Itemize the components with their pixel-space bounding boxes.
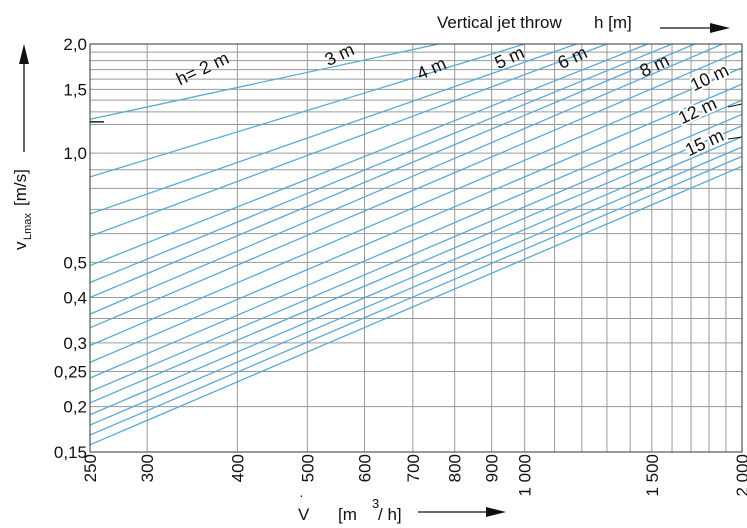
series-line xyxy=(90,44,525,178)
plot-frame xyxy=(89,43,743,453)
series-label: h= 2 m xyxy=(173,48,232,90)
plot-border xyxy=(89,43,743,453)
x-axis-title-main: V xyxy=(298,505,310,524)
top-label-text: Vertical jet throw xyxy=(437,13,562,32)
series-line xyxy=(90,165,742,446)
x-tick-label: 1 000 xyxy=(516,454,535,497)
series-line xyxy=(90,83,742,363)
x-tick-label: 250 xyxy=(81,454,100,482)
x-axis-title-tail: / h] xyxy=(378,505,402,524)
y-axis-arrow-head xyxy=(19,44,29,64)
y-tick-label: 0,2 xyxy=(63,398,87,417)
y-tick-label: 0,15 xyxy=(54,443,87,462)
x-axis-title-dot: · xyxy=(299,487,304,503)
y-tick-label: 1,5 xyxy=(63,80,87,99)
series-label: 12 m xyxy=(675,93,720,128)
y-axis-title: v Lmax [m/s] xyxy=(11,169,34,250)
x-axis-title: V · [m 3 / h] xyxy=(298,487,506,524)
top-label: Vertical jet throw h [m] xyxy=(437,13,730,33)
series-line xyxy=(90,136,742,416)
series-line xyxy=(90,44,577,215)
y-tick-label: 0,5 xyxy=(63,253,87,272)
top-label-var: h [m] xyxy=(594,13,632,32)
series-line xyxy=(90,49,742,329)
x-axis-title-units: [m xyxy=(338,505,357,524)
series-line xyxy=(90,44,673,284)
series-line xyxy=(90,44,439,120)
x-tick-label: 800 xyxy=(446,454,465,482)
series-line xyxy=(90,44,723,315)
x-tick-label: 400 xyxy=(228,454,247,482)
x-tick-label: 500 xyxy=(298,454,317,482)
y-tick-label: 0,25 xyxy=(54,363,87,382)
y-axis-arrow xyxy=(19,44,29,152)
series-line xyxy=(90,44,608,237)
series-line xyxy=(90,67,742,347)
label-leader xyxy=(727,136,743,140)
series-line xyxy=(90,125,742,404)
series-line xyxy=(90,113,742,393)
x-tick-label: 300 xyxy=(138,454,157,482)
x-tick-label: 900 xyxy=(483,454,502,482)
label-leader xyxy=(727,103,743,108)
y-tick-label: 1,0 xyxy=(63,144,87,163)
series-line xyxy=(90,99,742,379)
y-axis-title-main: v xyxy=(11,241,30,250)
y-tick-label: 0,4 xyxy=(63,289,87,308)
y-axis-title-units: [m/s] xyxy=(11,169,30,206)
series-label: 5 m xyxy=(492,42,528,73)
series-line xyxy=(90,155,742,436)
series-layer xyxy=(90,44,742,446)
x-axis-title-exp: 3 xyxy=(372,496,379,511)
grid-layer xyxy=(89,43,743,453)
x-tick-label: 2 000 xyxy=(733,454,747,497)
series-line xyxy=(90,44,695,299)
y-tick-label: 0,3 xyxy=(63,334,87,353)
series-label: 8 m xyxy=(637,50,673,81)
x-tick-label: 600 xyxy=(355,454,374,482)
x-tick-label: 700 xyxy=(404,454,423,482)
y-tick-label: 2,0 xyxy=(63,35,87,54)
top-label-arrow-head xyxy=(710,23,730,33)
series-line xyxy=(90,44,648,267)
tick-label-layer: 0,15 0,2 0,25 0,3 0,4 0,5 1,0 1,5 2,0 250 300 400 50… xyxy=(54,35,747,497)
x-tick-label: 1 500 xyxy=(643,454,662,497)
series-line xyxy=(90,146,742,426)
x-axis-arrow-head xyxy=(486,507,506,517)
y-axis-title-sub: Lmax xyxy=(22,213,34,240)
